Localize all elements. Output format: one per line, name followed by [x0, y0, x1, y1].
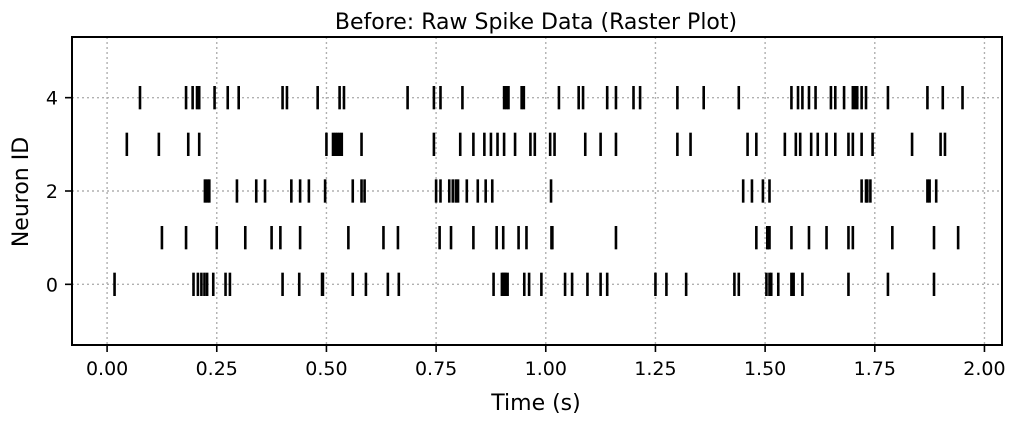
plot-frame — [71, 36, 1003, 346]
x-tick-label: 0.75 — [415, 358, 457, 380]
y-axis-label: Neuron ID — [9, 137, 34, 247]
x-tick-label: 2.00 — [963, 358, 1005, 380]
chart-title: Before: Raw Spike Data (Raster Plot) — [335, 10, 737, 35]
x-tick-label: 1.25 — [634, 358, 676, 380]
x-tick-label: 1.75 — [854, 358, 896, 380]
x-axis-label: Time (s) — [490, 391, 580, 416]
y-tick-label: 2 — [46, 181, 58, 203]
x-tick-label: 0.00 — [86, 358, 128, 380]
grid-lines — [72, 37, 1002, 345]
x-tick-label: 0.50 — [305, 358, 347, 380]
x-tick-label: 0.25 — [196, 358, 238, 380]
axis-ticks: 0.00 0.25 0.50 0.75 1.00 1.25 1.50 1.75 2.00 0 2 4 — [46, 88, 1006, 380]
x-tick-label: 1.50 — [744, 358, 786, 380]
y-tick-label: 0 — [46, 274, 58, 296]
spike-marks — [113, 86, 964, 296]
x-tick-label: 1.00 — [525, 358, 567, 380]
y-tick-label: 4 — [46, 88, 58, 110]
